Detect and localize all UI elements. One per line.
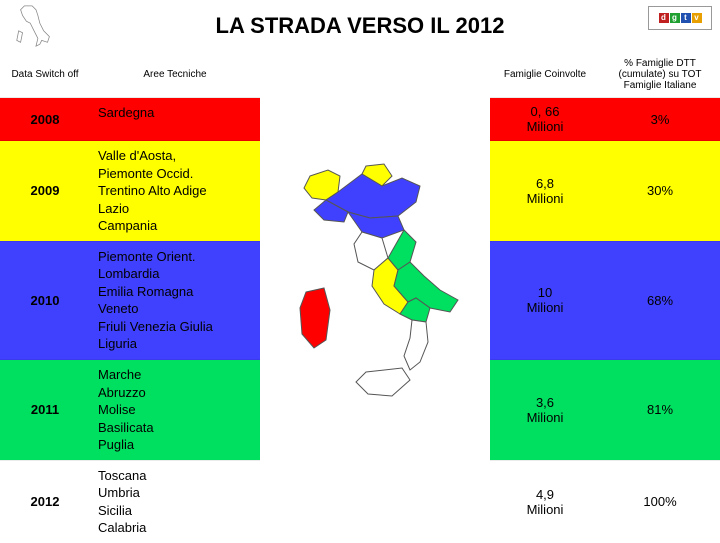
cell-year: 2010 xyxy=(0,241,90,359)
cell-families: 10Milioni xyxy=(490,241,600,359)
cell-pct: 3% xyxy=(600,98,720,141)
cell-families: 6,8Milioni xyxy=(490,141,600,242)
col-header-pct: % Famiglie DTT (cumulate) su TOT Famigli… xyxy=(600,52,720,98)
logo-letter: v xyxy=(692,13,702,23)
italy-map xyxy=(270,158,480,438)
cell-families: 4,9Milioni xyxy=(490,460,600,543)
cell-year: 2008 xyxy=(0,98,90,141)
switchoff-table: Data Switch off Aree Tecniche Famiglie C… xyxy=(0,52,720,543)
cell-year: 2011 xyxy=(0,360,90,461)
cell-areas: MarcheAbruzzoMoliseBasilicataPuglia xyxy=(90,360,260,461)
cell-areas: Sardegna xyxy=(90,98,260,141)
cell-year: 2012 xyxy=(0,460,90,543)
logo-letter: g xyxy=(670,13,680,23)
cell-areas: ToscanaUmbriaSiciliaCalabria xyxy=(90,460,260,543)
cell-families: 0, 66Milioni xyxy=(490,98,600,141)
page-title: LA STRADA VERSO IL 2012 xyxy=(216,13,505,39)
italy-outline-icon xyxy=(10,2,60,50)
col-header-date: Data Switch off xyxy=(0,52,90,98)
cell-areas: Piemonte Orient.LombardiaEmilia RomagnaV… xyxy=(90,241,260,359)
col-header-families: Famiglie Coinvolte xyxy=(490,52,600,98)
table-row: 2008Sardegna xyxy=(0,98,720,141)
logo-letter: t xyxy=(681,13,691,23)
cell-year: 2009 xyxy=(0,141,90,242)
cell-families: 3,6Milioni xyxy=(490,360,600,461)
switchoff-table-wrap: Data Switch off Aree Tecniche Famiglie C… xyxy=(0,52,720,543)
col-header-map xyxy=(260,52,490,98)
dgtv-logo: dgtv xyxy=(648,6,712,30)
cell-pct: 100% xyxy=(600,460,720,543)
col-header-areas: Aree Tecniche xyxy=(90,52,260,98)
cell-pct: 30% xyxy=(600,141,720,242)
cell-pct: 68% xyxy=(600,241,720,359)
cell-pct: 81% xyxy=(600,360,720,461)
logo-letter: d xyxy=(659,13,669,23)
map-cell xyxy=(260,98,490,543)
cell-areas: Valle d'Aosta,Piemonte Occid.Trentino Al… xyxy=(90,141,260,242)
